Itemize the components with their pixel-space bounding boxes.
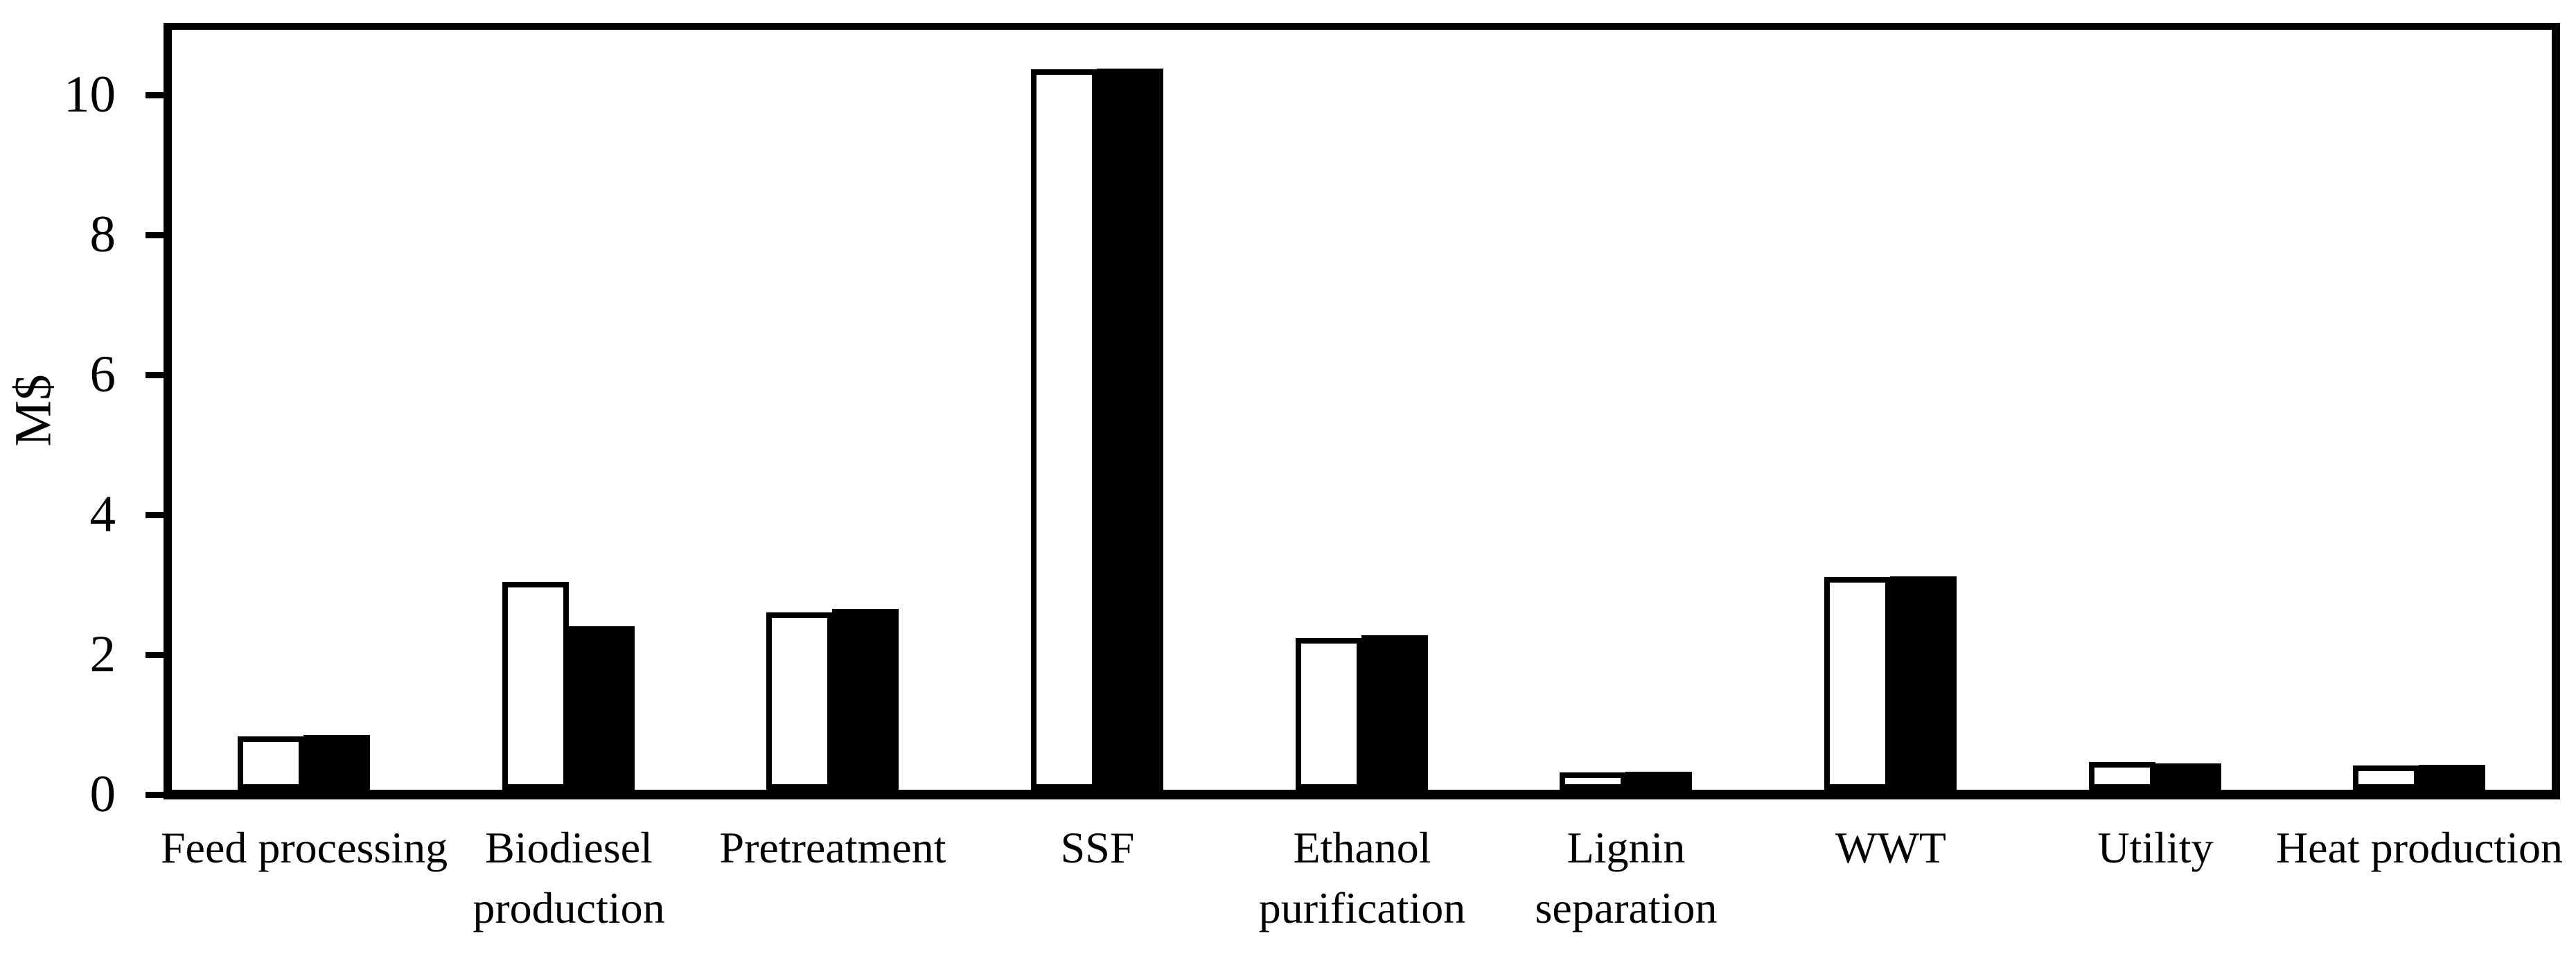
y-tick-label: 2 [89, 626, 116, 683]
white-bar-ethanol-purification [1296, 638, 1362, 790]
x-category-label: WWT [1835, 823, 1946, 872]
x-category-label: Ethanol purification [1258, 823, 1466, 932]
y-tick-label: 0 [89, 765, 116, 823]
y-tick-label: 8 [89, 206, 116, 263]
x-category-label: Feed processing [160, 823, 448, 872]
x-category-label: Utility [2097, 823, 2214, 872]
white-bar-heat-production [2353, 765, 2419, 790]
white-bar-utility [2089, 762, 2155, 790]
white-bar-biodiesel-production [502, 582, 569, 790]
x-category-label: Lignin separation [1535, 823, 1718, 932]
black-bar-feed-processing [303, 735, 370, 790]
plot-area: 0 2 4 6 8 10 [64, 23, 2560, 820]
black-bar-biodiesel-production [568, 626, 635, 790]
y-tick-mark [145, 91, 172, 98]
white-bar-wwt [1824, 577, 1891, 790]
x-category-label: Heat production [2275, 823, 2564, 872]
black-bar-lignin-separation [1625, 772, 1692, 790]
x-category-label: Biodiesel production [473, 823, 665, 932]
x-category-label: Pretreatment [719, 823, 946, 872]
x-category-label: SSF [1060, 823, 1135, 872]
y-tick-mark [145, 651, 172, 658]
y-tick-mark [145, 791, 172, 798]
y-tick-label: 6 [89, 346, 116, 403]
black-bar-pretreatment [832, 609, 899, 790]
y-tick-mark [145, 511, 172, 518]
y-tick-label: 4 [89, 486, 116, 543]
white-bar-ssf [1031, 69, 1097, 790]
y-tick-mark [145, 371, 172, 378]
black-bar-wwt [1890, 576, 1957, 790]
black-bar-utility [2155, 763, 2221, 790]
black-bar-ethanol-purification [1361, 635, 1428, 790]
black-bar-heat-production [2419, 765, 2485, 790]
black-bar-ssf [1097, 69, 1163, 790]
y-tick-mark [145, 231, 172, 238]
white-bar-lignin-separation [1560, 772, 1626, 790]
white-bar-feed-processing [238, 736, 304, 790]
white-bar-pretreatment [766, 612, 833, 790]
y-tick-label: 10 [64, 66, 116, 123]
